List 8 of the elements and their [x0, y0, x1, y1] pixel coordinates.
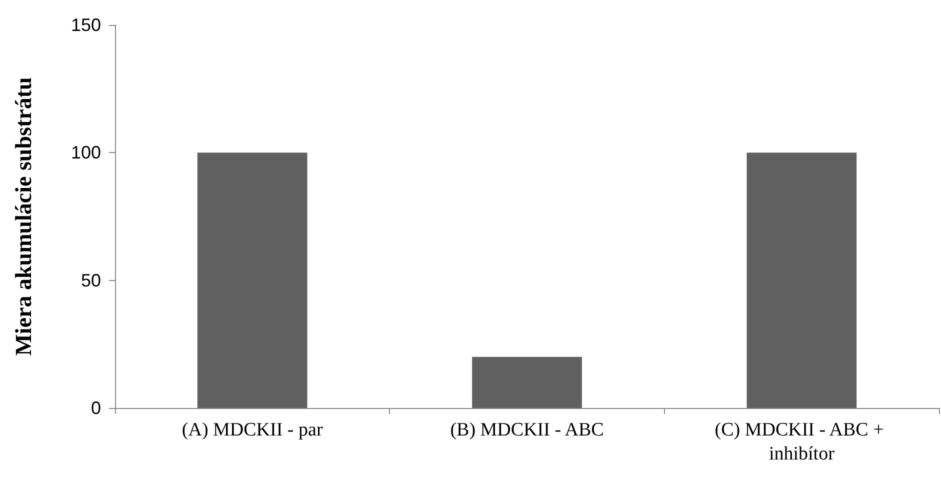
x-tick-label: (A) MDCKII - par	[182, 420, 324, 440]
y-tick-label: 50	[80, 270, 101, 290]
x-tick-label: (B) MDCKII - ABC	[450, 420, 604, 440]
y-tick-label: 100	[70, 142, 101, 163]
y-axis-title: Miera akumulácie substrátu	[11, 77, 36, 356]
x-tick-label: (C) MDCKII - ABC + inhibítor	[714, 420, 889, 464]
y-tick-label: 150	[70, 15, 101, 35]
y-tick-label: 0	[90, 398, 101, 418]
